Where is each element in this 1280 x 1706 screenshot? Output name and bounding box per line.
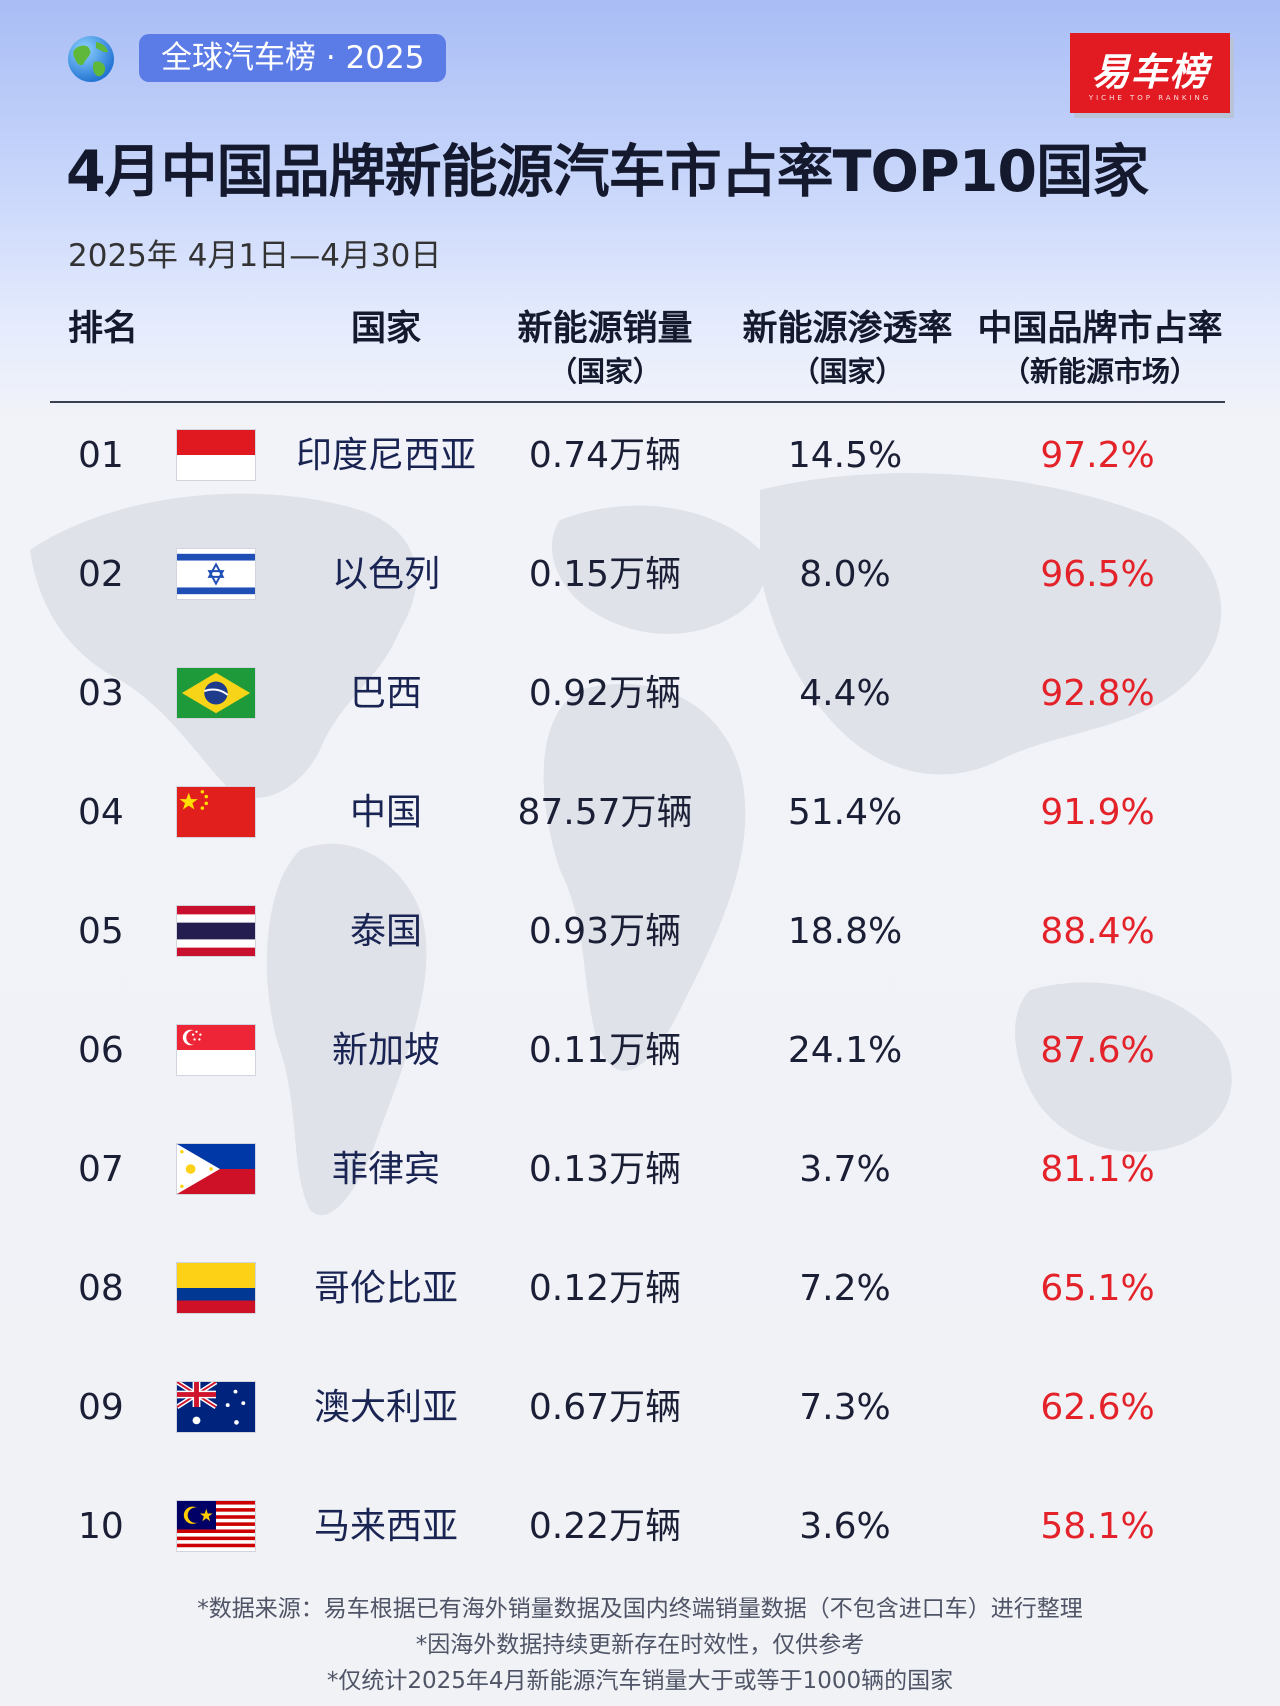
row-sales: 0.13万辆	[528, 1149, 682, 1190]
row-penetration: 8.0%	[799, 554, 891, 595]
row-sales: 0.67万辆	[528, 1387, 682, 1428]
row-rank: 08	[78, 1268, 124, 1309]
date-range: 2025年 4月1日—4月30日	[68, 238, 442, 274]
row-sales: 0.12万辆	[528, 1268, 682, 1309]
table-row: 08 哥伦比亚 0.12万辆 7.2% 65.1%	[0, 1229, 1280, 1348]
china-flag-icon	[176, 786, 256, 838]
row-sales: 0.74万辆	[528, 435, 682, 476]
singapore-flag-icon	[176, 1024, 256, 1076]
row-penetration: 7.3%	[799, 1387, 891, 1428]
malaysia-flag-icon	[176, 1500, 256, 1552]
logo-subtext: YICHE TOP RANKING	[1088, 94, 1212, 102]
row-penetration: 14.5%	[787, 435, 903, 476]
row-share: 88.4%	[1040, 911, 1155, 952]
row-country: 印度尼西亚	[295, 435, 476, 476]
header-share: 中国品牌市占率	[977, 309, 1223, 349]
row-penetration: 3.6%	[799, 1506, 891, 1547]
row-sales: 0.22万辆	[528, 1506, 682, 1547]
table-row: 10 马来西亚 0.22万辆 3.6% 58.1%	[0, 1467, 1280, 1586]
table-row: 04 中国 87.57万辆 51.4% 91.9%	[0, 753, 1280, 872]
row-sales: 87.57万辆	[517, 792, 693, 833]
colombia-flag-icon	[176, 1262, 256, 1314]
footnote-disclaimer: *因海外数据持续更新存在时效性，仅供参考	[415, 1632, 865, 1658]
header-sales-sub: （国家）	[548, 355, 661, 388]
australia-flag-icon	[176, 1381, 256, 1433]
row-country: 马来西亚	[313, 1506, 458, 1547]
world-map-background	[30, 473, 1232, 1216]
row-rank: 10	[78, 1506, 124, 1547]
header-sales: 新能源销量	[517, 309, 693, 349]
row-country: 以色列	[331, 554, 440, 595]
row-share: 58.1%	[1040, 1506, 1155, 1547]
row-share: 91.9%	[1040, 792, 1155, 833]
row-country: 澳大利亚	[313, 1387, 458, 1428]
ranking-badge: 全球汽车榜 · 2025	[139, 34, 447, 82]
logo-text: 易车榜	[1091, 50, 1209, 94]
row-rank: 04	[78, 792, 124, 833]
philippines-flag-icon	[176, 1143, 256, 1195]
row-share: 92.8%	[1040, 673, 1155, 714]
row-share: 96.5%	[1040, 554, 1155, 595]
row-penetration: 3.7%	[799, 1149, 891, 1190]
header-share-sub: （新能源市场）	[1001, 355, 1198, 388]
israel-flag-icon	[176, 548, 256, 600]
row-rank: 01	[78, 435, 124, 476]
footnote-scope: *仅统计2025年4月新能源汽车销量大于或等于1000辆的国家	[326, 1668, 954, 1694]
row-share: 81.1%	[1040, 1149, 1155, 1190]
indonesia-flag-icon	[176, 429, 256, 481]
row-share: 62.6%	[1040, 1387, 1155, 1428]
row-rank: 02	[78, 554, 124, 595]
row-sales: 0.93万辆	[528, 911, 682, 952]
table-row: 05 泰国 0.93万辆 18.8% 88.4%	[0, 872, 1280, 991]
table-row: 09	[0, 1348, 1280, 1467]
table-row: 01 印度尼西亚 0.74万辆 14.5% 97.2%	[0, 396, 1280, 515]
row-sales: 0.15万辆	[528, 554, 682, 595]
row-rank: 09	[78, 1387, 124, 1428]
brazil-flag-icon	[176, 667, 256, 719]
row-country: 新加坡	[331, 1030, 440, 1071]
row-share: 87.6%	[1040, 1030, 1155, 1071]
row-penetration: 24.1%	[787, 1030, 903, 1071]
thailand-flag-icon	[176, 905, 256, 957]
header-penetration-sub: （国家）	[791, 355, 904, 388]
globe-icon	[68, 36, 114, 82]
row-penetration: 18.8%	[787, 911, 903, 952]
table-row: 03 巴西 0.92万辆 4.4% 92.8%	[0, 634, 1280, 753]
row-sales: 0.92万辆	[528, 673, 682, 714]
row-penetration: 7.2%	[799, 1268, 891, 1309]
header-penetration: 新能源渗透率	[742, 309, 953, 349]
row-sales: 0.11万辆	[528, 1030, 682, 1071]
row-rank: 05	[78, 911, 124, 952]
row-country: 巴西	[349, 673, 422, 714]
row-country: 哥伦比亚	[313, 1268, 458, 1309]
row-penetration: 51.4%	[787, 792, 903, 833]
table-row: 06 新加坡 0.11万辆 24.1% 87.6%	[0, 991, 1280, 1110]
row-share: 65.1%	[1040, 1268, 1155, 1309]
row-country: 菲律宾	[331, 1149, 440, 1190]
header-divider	[50, 401, 1225, 403]
row-country: 泰国	[349, 911, 422, 952]
header-rank: 排名	[68, 309, 139, 349]
row-rank: 06	[78, 1030, 124, 1071]
row-penetration: 4.4%	[799, 673, 891, 714]
page-title: 4月中国品牌新能源汽车市占率TOP10国家	[66, 139, 1149, 205]
row-country: 中国	[349, 792, 422, 833]
row-share: 97.2%	[1040, 435, 1155, 476]
header-country: 国家	[350, 309, 421, 349]
row-rank: 07	[78, 1149, 124, 1190]
row-rank: 03	[78, 673, 124, 714]
footnote-source: *数据来源：易车根据已有海外销量数据及国内终端销量数据（不包含进口车）进行整理	[197, 1596, 1083, 1622]
table-row: 02 以色列 0.15万辆 8.0% 96.5%	[0, 515, 1280, 634]
table-row: 07 菲律宾 0.13万辆 3.7% 81.1%	[0, 1110, 1280, 1229]
yiche-logo: 易车榜 YICHE TOP RANKING	[1070, 33, 1230, 113]
